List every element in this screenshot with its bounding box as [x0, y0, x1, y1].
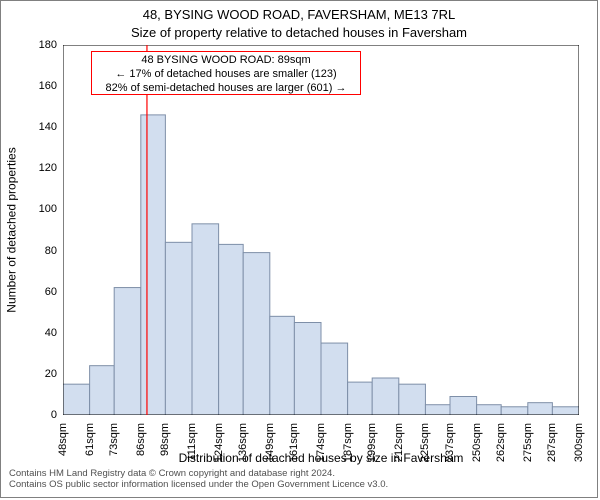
- annotation-line2: ← 17% of detached houses are smaller (12…: [98, 68, 354, 82]
- y-tick-label: 0: [17, 409, 57, 421]
- histogram-bar: [399, 384, 426, 415]
- histogram-bar: [219, 244, 244, 415]
- histogram-bar: [270, 316, 295, 415]
- histogram-bar: [372, 378, 399, 415]
- title-subtitle: Size of property relative to detached ho…: [1, 25, 597, 40]
- histogram-bar: [114, 288, 141, 415]
- y-tick-label: 60: [17, 286, 57, 298]
- y-tick-label: 40: [17, 327, 57, 339]
- histogram-bar: [63, 384, 90, 415]
- histogram-bar: [165, 242, 192, 415]
- histogram-bar: [477, 405, 502, 415]
- histogram-bar: [192, 224, 219, 415]
- histogram-bar: [528, 403, 553, 415]
- histogram-bar: [450, 397, 477, 416]
- histogram-bar: [243, 253, 270, 415]
- footer-line2: Contains OS public sector information li…: [9, 480, 388, 491]
- annotation-line1: 48 BYSING WOOD ROAD: 89sqm: [98, 54, 354, 68]
- histogram-bar: [141, 115, 166, 415]
- histogram-bar: [348, 382, 373, 415]
- annotation-line3: 82% of semi-detached houses are larger (…: [98, 82, 354, 96]
- histogram-bar: [294, 323, 321, 416]
- y-tick-label: 80: [17, 245, 57, 257]
- histogram-bars: [63, 115, 579, 415]
- histogram-bar: [501, 407, 528, 415]
- histogram-bar: [90, 366, 115, 415]
- y-tick-label: 120: [17, 162, 57, 174]
- x-axis-label: Distribution of detached houses by size …: [63, 451, 579, 465]
- page-frame: 48, BYSING WOOD ROAD, FAVERSHAM, ME13 7R…: [0, 0, 598, 498]
- annotation-box: 48 BYSING WOOD ROAD: 89sqm ← 17% of deta…: [91, 51, 361, 95]
- histogram-bar: [321, 343, 348, 415]
- footer-attribution: Contains HM Land Registry data © Crown c…: [9, 469, 388, 491]
- y-tick-label: 140: [17, 121, 57, 133]
- y-tick-label: 160: [17, 80, 57, 92]
- title-address: 48, BYSING WOOD ROAD, FAVERSHAM, ME13 7R…: [1, 7, 597, 22]
- y-axis-label: Number of detached properties: [3, 45, 21, 415]
- y-tick-label: 180: [17, 39, 57, 51]
- histogram-bar: [425, 405, 450, 415]
- histogram-bar: [552, 407, 579, 415]
- y-tick-label: 100: [17, 203, 57, 215]
- histogram-plot: [63, 45, 579, 415]
- y-tick-label: 20: [17, 368, 57, 380]
